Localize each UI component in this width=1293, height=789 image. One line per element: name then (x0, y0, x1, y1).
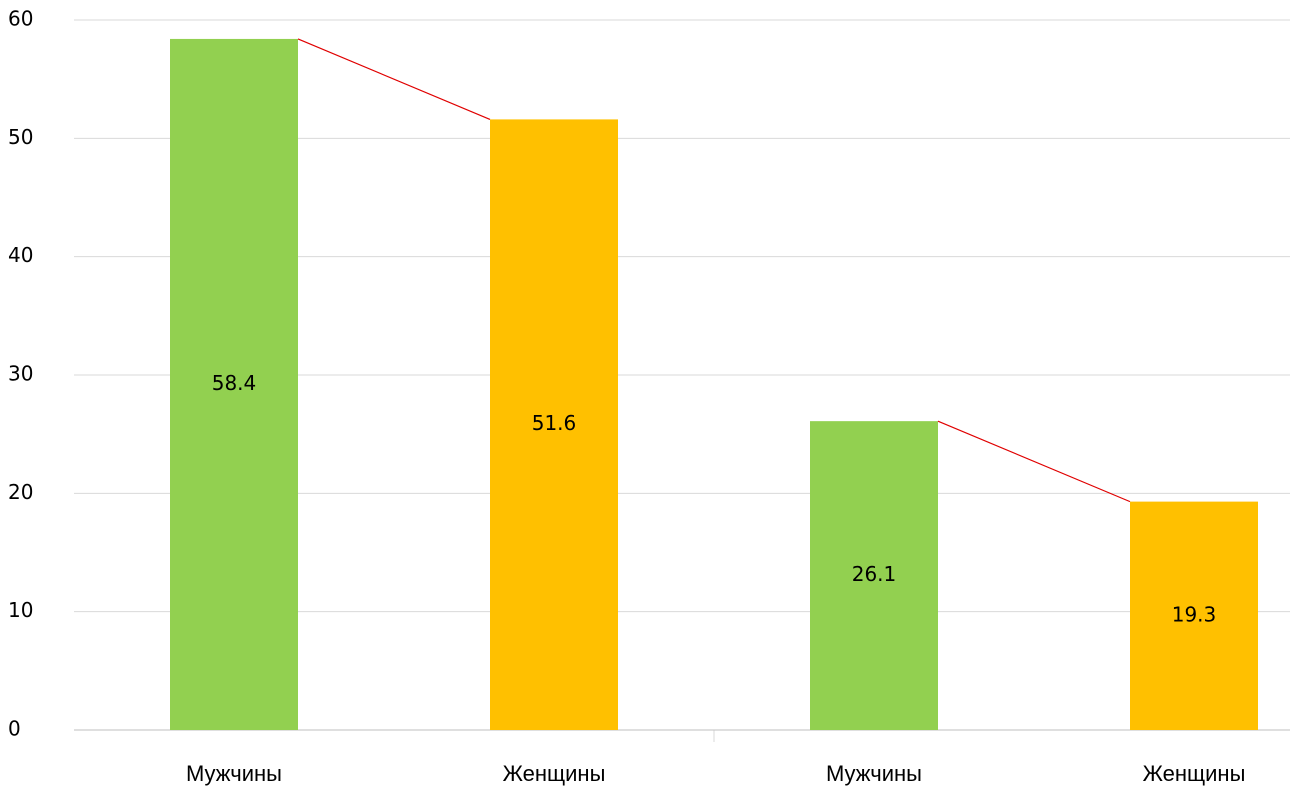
y-tick-label: 40 (8, 243, 33, 267)
y-tick-label: 20 (8, 480, 33, 504)
y-tick-label: 30 (8, 362, 33, 386)
y-tick-label: 60 (8, 7, 33, 31)
x-tick-label: Женщины (1143, 761, 1246, 786)
y-tick-label: 10 (8, 598, 33, 622)
y-tick-label: 0 (8, 717, 21, 741)
y-tick-label: 50 (8, 125, 33, 149)
bar (490, 119, 618, 730)
bar (810, 421, 938, 730)
connector (297, 38, 491, 120)
connector (937, 420, 1131, 503)
x-tick-label: Женщины (503, 761, 606, 786)
x-tick-label: Мужчины (186, 761, 282, 786)
data-label: 51.6 (532, 411, 577, 435)
x-tick-label: Мужчины (826, 761, 922, 786)
data-label: 58.4 (212, 371, 257, 395)
bar (1130, 501, 1258, 730)
bar (170, 38, 298, 730)
data-label: 19.3 (1172, 602, 1217, 626)
data-label: 26.1 (852, 562, 897, 586)
